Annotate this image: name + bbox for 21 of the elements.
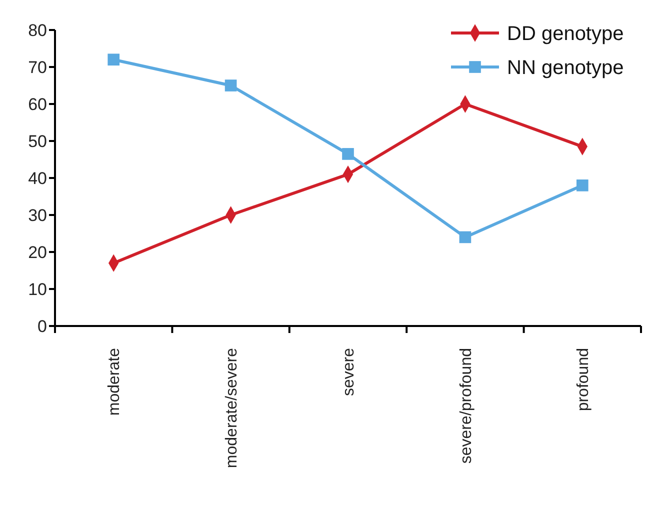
x-tick-label: moderate/severe <box>223 348 240 468</box>
y-tick-label: 10 <box>28 280 47 299</box>
point <box>576 179 588 192</box>
x-tick-label: severe/profound <box>458 348 475 464</box>
legend-label: DD genotype <box>507 23 624 45</box>
legend-label: NN genotype <box>507 57 624 79</box>
point <box>224 80 237 92</box>
y-tick-label: 0 <box>38 316 47 336</box>
point <box>459 231 472 244</box>
y-tick-label: 40 <box>28 168 47 188</box>
x-tick-label: profound <box>575 348 592 412</box>
y-tick-label: 30 <box>28 206 47 225</box>
x-tick-label: moderate <box>106 348 124 416</box>
y-tick-label: 80 <box>28 20 47 40</box>
point <box>342 148 354 160</box>
y-tick-label: 20 <box>28 242 47 262</box>
y-tick-label: 70 <box>28 58 47 77</box>
y-tick-label: 50 <box>28 132 47 151</box>
x-tick-label: severe <box>340 348 358 396</box>
y-tick-label: 60 <box>28 94 47 114</box>
point <box>108 54 120 66</box>
